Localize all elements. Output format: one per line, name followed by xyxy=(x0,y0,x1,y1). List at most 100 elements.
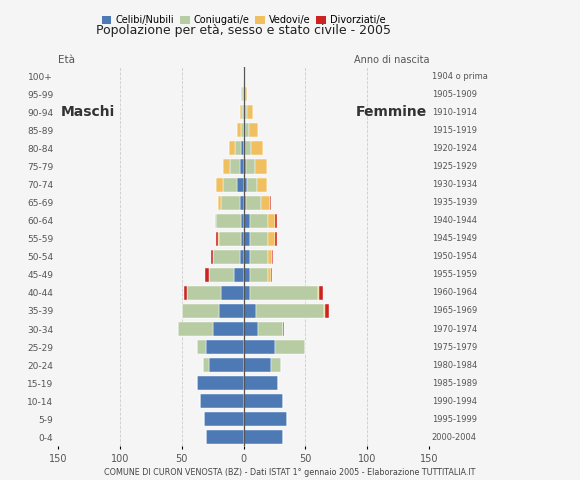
Bar xyxy=(274,214,277,228)
Bar xyxy=(229,142,235,156)
Text: 1985-1989: 1985-1989 xyxy=(432,379,477,388)
Text: 1960-1964: 1960-1964 xyxy=(432,288,477,298)
Bar xyxy=(247,105,253,120)
Legend: Celibi/Nubili, Coniugati/e, Vedovi/e, Divorziati/e: Celibi/Nubili, Coniugati/e, Vedovi/e, Di… xyxy=(98,12,389,29)
Bar xyxy=(274,340,306,354)
Bar xyxy=(283,322,284,336)
Bar xyxy=(324,304,325,318)
Bar xyxy=(261,195,270,210)
Text: 1975-1979: 1975-1979 xyxy=(432,343,477,351)
Bar xyxy=(187,286,222,300)
Bar xyxy=(222,195,240,210)
Text: 1940-1944: 1940-1944 xyxy=(432,216,477,225)
Text: 1915-1919: 1915-1919 xyxy=(432,126,477,135)
Bar xyxy=(213,322,244,336)
Bar xyxy=(249,123,259,137)
Text: 1965-1969: 1965-1969 xyxy=(432,306,477,315)
Bar xyxy=(240,105,242,120)
Bar xyxy=(244,232,250,246)
Bar xyxy=(206,340,244,354)
Bar xyxy=(270,195,271,210)
Bar xyxy=(244,394,283,408)
Text: 1970-1974: 1970-1974 xyxy=(432,324,477,334)
Bar xyxy=(250,268,269,282)
Bar xyxy=(250,214,269,228)
Bar xyxy=(244,340,274,354)
Bar xyxy=(216,214,241,228)
Bar xyxy=(244,87,245,101)
Bar xyxy=(223,159,230,174)
Bar xyxy=(218,232,219,246)
Bar xyxy=(237,178,244,192)
Bar xyxy=(245,105,247,120)
Bar xyxy=(244,142,251,156)
Bar xyxy=(237,123,241,137)
Bar xyxy=(247,178,257,192)
Bar xyxy=(259,322,283,336)
Bar xyxy=(325,304,329,318)
Text: 2000-2004: 2000-2004 xyxy=(432,433,477,442)
Bar xyxy=(241,87,242,101)
Bar xyxy=(209,268,234,282)
Bar xyxy=(319,286,323,300)
Bar xyxy=(244,159,246,174)
Text: COMUNE DI CURON VENOSTA (BZ) - Dati ISTAT 1° gennaio 2005 - Elaborazione TUTTITA: COMUNE DI CURON VENOSTA (BZ) - Dati ISTA… xyxy=(104,468,476,477)
Bar xyxy=(240,250,244,264)
Bar xyxy=(244,412,287,426)
Bar xyxy=(246,195,261,210)
Bar xyxy=(242,87,244,101)
Bar xyxy=(246,159,255,174)
Bar xyxy=(178,322,213,336)
Bar xyxy=(256,304,324,318)
Bar xyxy=(204,412,244,426)
Bar xyxy=(222,286,244,300)
Bar xyxy=(272,250,273,264)
Text: 1904 o prima: 1904 o prima xyxy=(432,72,488,81)
Text: 1955-1959: 1955-1959 xyxy=(432,270,477,279)
Text: 1925-1929: 1925-1929 xyxy=(432,162,477,171)
Text: 1905-1909: 1905-1909 xyxy=(432,90,477,99)
Text: Età: Età xyxy=(58,55,75,65)
Text: 1920-1924: 1920-1924 xyxy=(432,144,477,153)
Bar xyxy=(244,376,278,390)
Bar xyxy=(182,304,219,318)
Bar xyxy=(240,195,244,210)
Bar xyxy=(219,232,241,246)
Bar xyxy=(269,232,274,246)
Bar xyxy=(244,286,250,300)
Bar xyxy=(244,178,247,192)
Text: 1980-1984: 1980-1984 xyxy=(432,360,477,370)
Bar xyxy=(244,123,245,137)
Bar xyxy=(242,105,244,120)
Bar xyxy=(244,304,256,318)
Bar xyxy=(255,159,267,174)
Text: Maschi: Maschi xyxy=(60,105,115,120)
Bar xyxy=(206,431,244,444)
Bar xyxy=(245,87,247,101)
Text: 1910-1914: 1910-1914 xyxy=(432,108,477,117)
Bar xyxy=(213,250,240,264)
Bar xyxy=(241,123,244,137)
Text: 1930-1934: 1930-1934 xyxy=(432,180,477,189)
Bar xyxy=(235,142,241,156)
Bar xyxy=(234,268,244,282)
Text: Femmine: Femmine xyxy=(356,105,427,120)
Bar xyxy=(241,214,244,228)
Text: 1950-1954: 1950-1954 xyxy=(432,252,477,261)
Text: 1995-1999: 1995-1999 xyxy=(432,415,477,424)
Bar xyxy=(274,232,277,246)
Bar xyxy=(212,250,213,264)
Bar xyxy=(218,195,222,210)
Bar xyxy=(209,358,244,372)
Bar xyxy=(241,232,244,246)
Bar xyxy=(244,358,271,372)
Bar xyxy=(251,142,263,156)
Bar xyxy=(216,178,223,192)
Bar xyxy=(184,286,187,300)
Bar xyxy=(244,322,259,336)
Bar xyxy=(240,159,244,174)
Bar xyxy=(215,214,216,228)
Bar xyxy=(244,268,250,282)
Bar xyxy=(269,214,274,228)
Bar xyxy=(271,358,281,372)
